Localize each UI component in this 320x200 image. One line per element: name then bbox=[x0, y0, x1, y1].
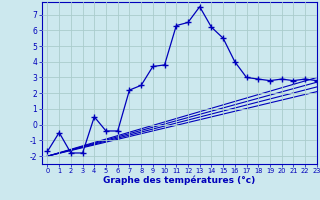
X-axis label: Graphe des températures (°c): Graphe des températures (°c) bbox=[103, 176, 255, 185]
